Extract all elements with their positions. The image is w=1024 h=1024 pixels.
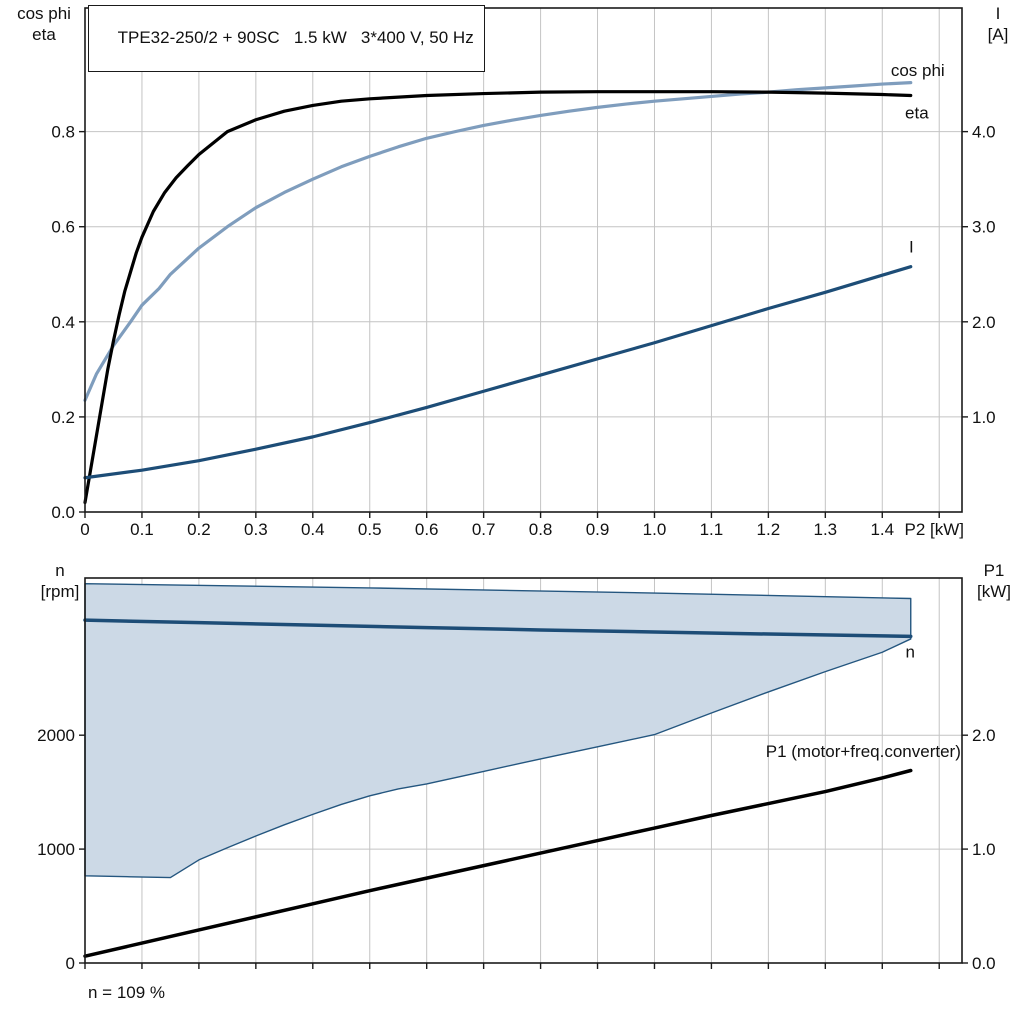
speed-control-range [84,582,912,879]
title-text: TPE32-250/2 + 90SC 1.5 kW 3*400 V, 50 Hz [117,28,474,47]
axis-label-eta: eta [32,25,56,44]
y-left-tick-label: 0.8 [51,123,75,142]
x-tick-label: 0.6 [415,520,439,539]
series-p1 [83,768,913,958]
y-left-tick-label: 0.6 [51,218,75,237]
x-tick-label: 0.5 [358,520,382,539]
x-tick-label: 0.3 [244,520,268,539]
x-tick-label: 0.1 [130,520,154,539]
y-axis-label-p1: P1 [kW] [966,560,1022,602]
axis-label-kw-unit: [kW] [977,582,1011,601]
y-right-tick-label: 2.0 [972,313,996,332]
x-tick-label: 0.8 [529,520,553,539]
annotation-speed-label: n [905,643,914,662]
y-right-tick-label: 1.0 [972,840,996,859]
y-left-tick-label: 0.2 [51,408,75,427]
y-right-tick-label: 2.0 [972,726,996,745]
y-left-tick-label: 0.4 [51,313,75,332]
x-tick-label: 1.3 [814,520,838,539]
x-tick-label: 0 [80,520,89,539]
series-cos-phi [83,81,913,402]
axis-label-rpm-unit: [rpm] [40,582,80,601]
axis-label-I: I [995,4,1001,23]
y-left-tick-label: 0.0 [51,503,75,522]
x-axis-unit-label: P2 [kW] [904,520,964,539]
annotation-current-label: I [909,237,914,256]
y-right-tick-label: 3.0 [972,218,996,237]
title-box: TPE32-250/2 + 90SC 1.5 kW 3*400 V, 50 Hz [88,5,485,72]
axis-label-cos-phi: cos phi [17,4,71,23]
y-left-tick-label: 0 [66,954,75,973]
plot-frame [84,7,963,513]
plot-frame [84,577,963,964]
x-tick-label: 0.7 [472,520,496,539]
series-current [83,265,913,480]
x-tick-label: 0.4 [301,520,325,539]
x-tick-label: 1.2 [757,520,781,539]
series-eta [83,90,913,505]
axis-label-amps-unit: [A] [987,25,1009,44]
x-tick-label: 1.1 [700,520,724,539]
annotation-cos-phi-label: cos phi [891,61,945,80]
y-right-tick-label: 0.0 [972,954,996,973]
y-axis-label-current: I [A] [972,3,1024,45]
x-tick-label: 0.2 [187,520,211,539]
motor-electrical-curves: 0 0.1 0.2 0.3 0.4 0.5 0.6 0.7 0.8 0.9 1.0 1.1 1.2 1.3… [51,7,996,539]
annotation-eta-label: eta [905,103,929,122]
x-tick-label: 0.9 [586,520,610,539]
x-tick-label: 1.4 [870,520,894,539]
y-left-tick-label: 1000 [37,840,75,859]
speed-and-power-curves: 0 1000 2000 0.0 1.0 2.0 n P1 (motor+freq.conver… [37,577,996,973]
axis-label-n: n [55,561,65,580]
y-axis-label-speed: n [rpm] [28,560,92,602]
x-tick-label: 1.0 [643,520,667,539]
series-speed [83,618,913,639]
annotation-p1-label: P1 (motor+freq.converter) [766,742,961,761]
axis-label-P1: P1 [983,561,1005,580]
y-left-tick-label: 2000 [37,726,75,745]
y-right-tick-label: 1.0 [972,408,996,427]
speed-percentage-note: n = 109 % [88,983,166,1002]
y-axis-label-cosphi-eta: cos phi eta [6,3,82,45]
y-right-tick-label: 4.0 [972,123,996,142]
